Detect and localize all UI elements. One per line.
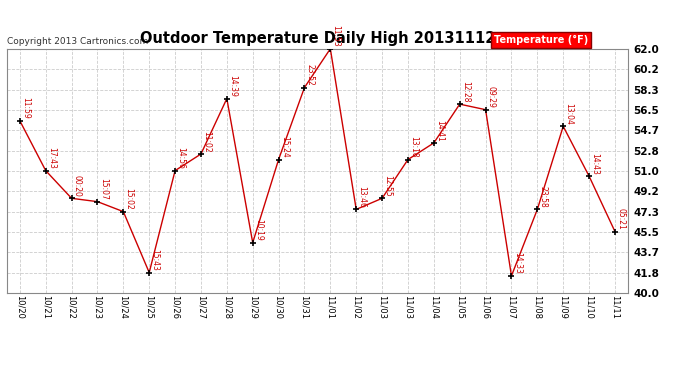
Text: 12:55: 12:55	[384, 175, 393, 196]
Text: 15:07: 15:07	[99, 178, 108, 200]
Text: 05:21: 05:21	[616, 208, 625, 230]
Text: 15:24: 15:24	[280, 136, 289, 158]
Text: 23:58: 23:58	[539, 186, 548, 208]
Text: 14:39: 14:39	[228, 75, 237, 97]
Text: 11:59: 11:59	[21, 98, 30, 119]
Text: 11:02: 11:02	[202, 131, 211, 152]
Text: 14:41: 14:41	[435, 120, 444, 141]
Text: 17:43: 17:43	[47, 147, 56, 169]
Text: 12:28: 12:28	[461, 81, 470, 102]
Text: 11:53: 11:53	[332, 26, 341, 47]
Text: 14:56: 14:56	[177, 147, 186, 169]
Text: Temperature (°F): Temperature (°F)	[494, 35, 588, 45]
Text: 14:33: 14:33	[513, 252, 522, 274]
Text: 13:18: 13:18	[409, 136, 418, 158]
Text: 13:46: 13:46	[357, 186, 366, 208]
Text: 15:43: 15:43	[150, 249, 159, 271]
Text: 14:43: 14:43	[591, 153, 600, 174]
Text: 10:19: 10:19	[254, 219, 263, 241]
Text: 23:52: 23:52	[306, 64, 315, 86]
Text: 15:02: 15:02	[125, 188, 134, 210]
Text: Copyright 2013 Cartronics.com: Copyright 2013 Cartronics.com	[7, 38, 148, 46]
Text: 00:20: 00:20	[73, 175, 82, 196]
Text: 13:04: 13:04	[564, 103, 573, 125]
Text: 09:29: 09:29	[487, 86, 496, 108]
Title: Outdoor Temperature Daily High 20131112: Outdoor Temperature Daily High 20131112	[139, 31, 495, 46]
